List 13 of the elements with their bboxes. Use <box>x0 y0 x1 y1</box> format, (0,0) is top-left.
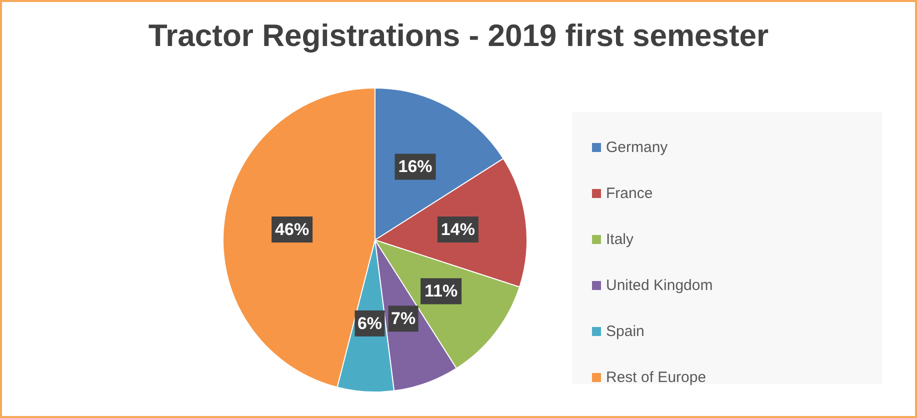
data-label: 6% <box>357 314 382 333</box>
chart-title: Tractor Registrations - 2019 first semester <box>147 18 770 54</box>
data-label: 46% <box>275 220 310 240</box>
data-label: 16% <box>398 157 432 176</box>
legend-label: Spain <box>606 322 644 340</box>
data-label: 11% <box>424 282 458 301</box>
legend-label: Germany <box>606 138 668 156</box>
legend-label: Rest of Europe <box>606 368 706 386</box>
legend-label: Italy <box>606 230 634 248</box>
data-label: 14% <box>440 220 475 240</box>
data-label: 7% <box>391 309 416 328</box>
legend-label: France <box>606 184 653 202</box>
legend-label: United Kingdom <box>606 276 713 294</box>
